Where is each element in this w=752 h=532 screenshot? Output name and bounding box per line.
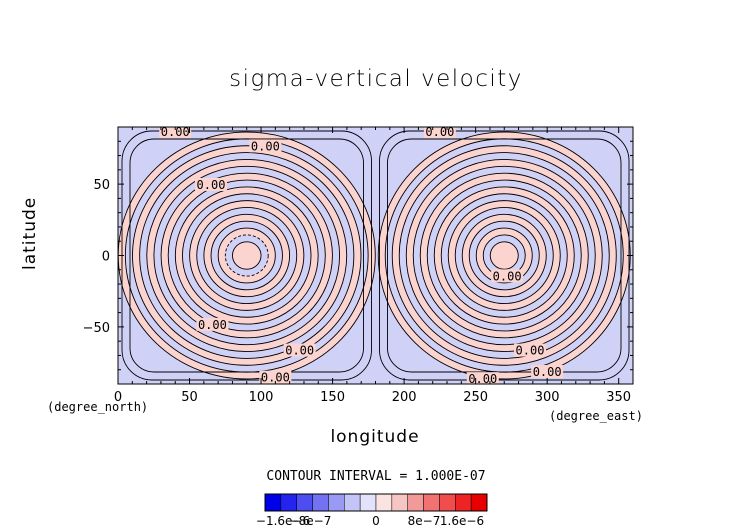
edge-contour [387, 138, 622, 373]
x-tick-label: 200 [392, 390, 417, 405]
colorbar-swatch [280, 493, 297, 512]
contour-label: 0.00 [493, 269, 522, 283]
colorbar-swatch [359, 493, 377, 512]
colorbar-swatch [470, 493, 488, 512]
x-tick-label: 300 [535, 390, 560, 405]
contour-interval-label: CONTOUR INTERVAL = 1.000E-07 [266, 469, 486, 484]
contour-label: 0.00 [425, 125, 454, 139]
colorbar-frame [264, 493, 488, 512]
y-axis-ticks: −50 0 50 [83, 140, 633, 371]
y-axis-unit: (degree_north) [47, 400, 148, 414]
x-axis-ticks: 0 50 100 150 200 250 300 350 [114, 127, 631, 405]
contour-band [489, 241, 519, 270]
x-tick-label: 0 [114, 390, 122, 405]
colorbar-labels: −1.6e−6−8e−7 0 8e−7 1.6e−6 [256, 514, 484, 528]
colorbar-swatch [312, 493, 329, 512]
colorbar-tick-label: −8e−7 [289, 514, 332, 528]
x-tick-label: 350 [606, 390, 631, 405]
colorbar-swatch [391, 493, 408, 512]
colorbar-tick-label: 8e−7 [408, 514, 441, 528]
contour-label: 0.00 [516, 344, 545, 358]
chart-title: sigma-vertical velocity [229, 66, 523, 92]
colorbar-swatch [407, 493, 424, 512]
colorbar-swatch [423, 493, 440, 512]
contour-label: 0.00 [161, 125, 190, 139]
y-tick-label: −50 [83, 321, 110, 336]
contour-label-bg [531, 365, 564, 379]
x-axis-label: longitude [330, 427, 420, 447]
contour-label: 0.00 [198, 318, 227, 332]
contour-label: 0.00 [285, 344, 314, 358]
contour-label-bg [196, 317, 229, 331]
y-tick-label: 50 [93, 178, 110, 193]
x-tick-label: 100 [249, 390, 274, 405]
plot-area: 0.00 0.00 0.00 0.00 0.00 0.00 0.00 0.00 0.00 0.00… [117, 125, 634, 386]
x-tick-label: 50 [181, 390, 198, 405]
wave-center-west [118, 131, 376, 380]
y-tick-label: 0 [102, 250, 110, 265]
colorbar-tick-label: 1.6e−6 [440, 514, 484, 528]
edge-contour [129, 138, 364, 373]
colorbar-swatch [296, 493, 313, 512]
contour-label: 0.00 [197, 178, 226, 192]
contour-label-bg [466, 372, 499, 384]
colorbar-swatch [344, 493, 361, 512]
contour-band [232, 241, 262, 270]
contour-label-bg [249, 139, 282, 153]
contour-label: 0.00 [261, 371, 290, 385]
colorbar-swatch [328, 493, 345, 512]
x-tick-label: 250 [463, 390, 488, 405]
wave-center-east [377, 131, 631, 380]
colorbar-tick-label: −1.6e−6 [256, 514, 310, 528]
colorbar-swatch [439, 493, 456, 512]
contour-label-bg [423, 127, 456, 139]
contour-label: 0.00 [468, 372, 497, 386]
contour-label: 0.00 [251, 139, 280, 153]
contour-label-bg [194, 177, 227, 191]
contour-lines [118, 130, 631, 381]
colorbar-swatch [375, 493, 393, 512]
y-axis-label: latitude [20, 196, 40, 270]
colorbar-swatch [264, 493, 282, 512]
colorbar-tick-label: 0 [372, 514, 380, 528]
contour-label-bg [259, 370, 292, 384]
contour-labels: 0.00 0.00 0.00 0.00 0.00 0.00 0.00 0.00 0.00 0.00… [159, 125, 564, 386]
contour-label-bg [283, 343, 316, 357]
contour-label-bg [491, 269, 524, 283]
x-tick-label: 150 [320, 390, 345, 405]
contour-label: 0.00 [533, 365, 562, 379]
colorbar-swatch [455, 493, 472, 512]
contour-label-bg [159, 127, 192, 139]
x-axis-unit: (degree_east) [549, 409, 643, 423]
colorbar [264, 493, 488, 512]
contour-label-bg [514, 343, 546, 357]
